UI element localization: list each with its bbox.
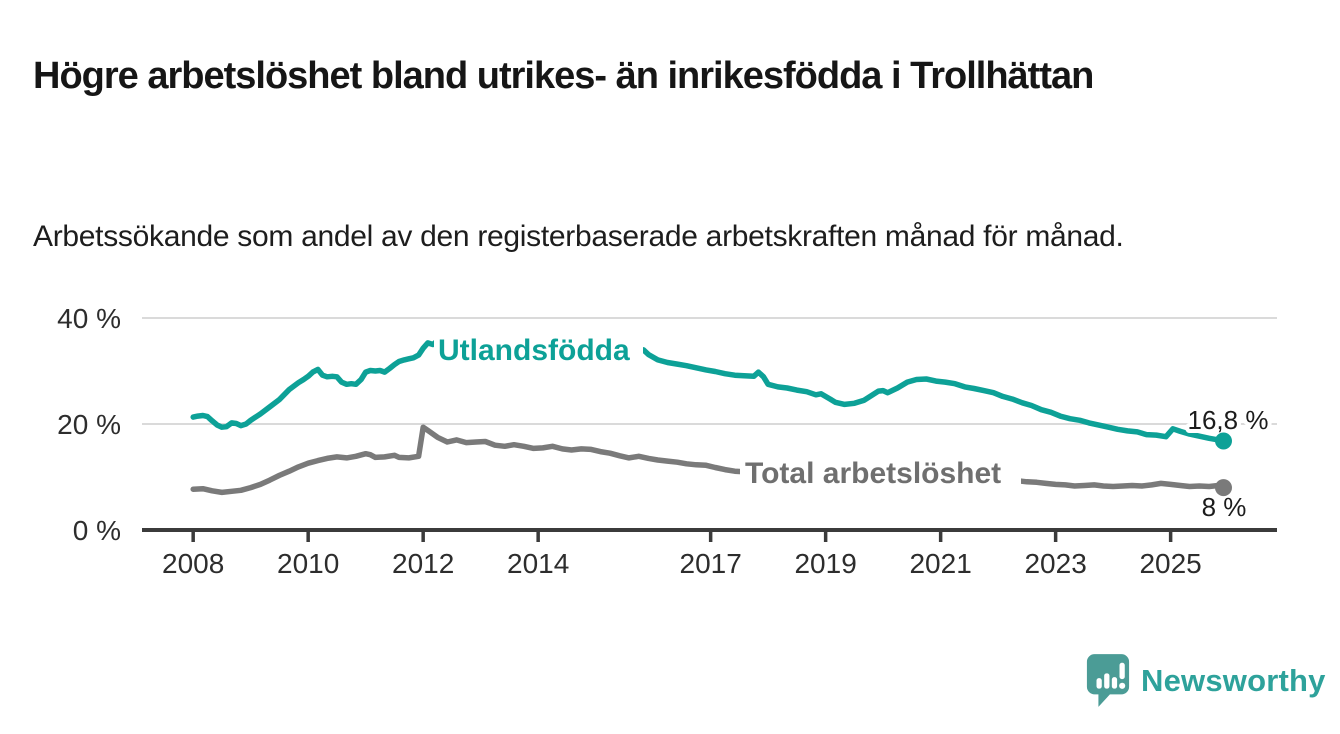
annotations: Utlandsfödda Total arbetslöshet 16,8 % 8… [434, 330, 1272, 526]
y-tick-label: 0 % [73, 515, 121, 546]
data-lines [190, 336, 1227, 496]
x-tick-label: 2017 [680, 548, 742, 579]
series-label-total-arbetsloshet: Total arbetslöshet [745, 457, 1001, 490]
axis-tick-labels: 0 % 20 % 40 % 2008 2010 2012 2014 2017 2019 2021 2… [57, 303, 1202, 579]
series-label-utlandsfodda: Utlandsfödda [438, 334, 630, 367]
y-tick-label: 40 % [57, 303, 121, 334]
y-tick-label: 20 % [57, 409, 121, 440]
line-chart: 0 % 20 % 40 % 2008 2010 2012 2014 2017 2019 2021 2… [57, 303, 1277, 579]
utlandsfodda-end-dot [1215, 432, 1232, 450]
series-end-dots [1215, 432, 1232, 497]
page-title: Högre arbetslöshet bland utrikes- än inr… [33, 55, 1094, 98]
x-tick-label: 2023 [1024, 548, 1086, 579]
label-backdrop [740, 456, 1021, 488]
x-tick-label: 2008 [162, 548, 224, 579]
x-tick-label: 2021 [909, 548, 971, 579]
label-backdrop [434, 334, 643, 365]
x-tick-label: 2025 [1139, 548, 1201, 579]
total-end-dot [1215, 479, 1232, 497]
end-value-label-total: 8 % [1202, 492, 1247, 522]
newsworthy-icon [1086, 654, 1130, 707]
bar-1 [1096, 678, 1102, 689]
exclamation-bar [1119, 662, 1125, 680]
x-tick-label: 2019 [794, 548, 856, 579]
x-tick-label: 2010 [277, 548, 339, 579]
x-tick-label: 2014 [507, 548, 569, 579]
x-tick-label: 2012 [392, 548, 454, 579]
newsworthy-wordmark: Newsworthy [1141, 663, 1326, 698]
bar-2 [1104, 673, 1110, 689]
x-axis [142, 528, 1277, 542]
utlandsfodda-line [190, 336, 1227, 444]
exclamation-dot [1119, 682, 1126, 689]
page-subtitle: Arbetssökande som andel av den registerb… [33, 220, 1124, 253]
newsworthy-logo: Newsworthy [1085, 652, 1326, 710]
bar-3 [1111, 677, 1118, 689]
end-value-label-utlandsfodda: 16,8 % [1188, 405, 1269, 435]
total-arbetsloshet-line [190, 424, 1227, 496]
